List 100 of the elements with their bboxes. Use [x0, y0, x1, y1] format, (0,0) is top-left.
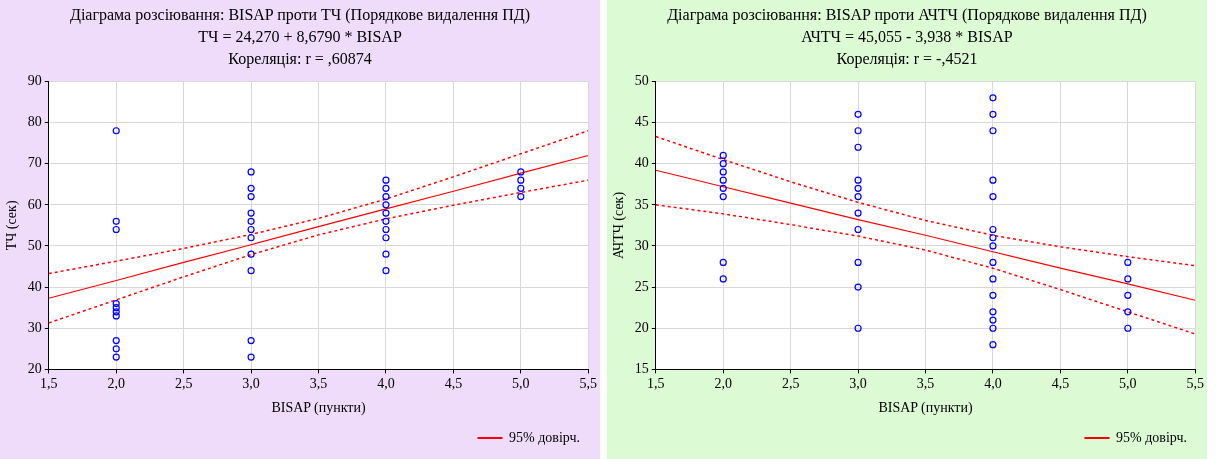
y-axis-title: АЧТЧ (сек): [611, 191, 628, 259]
x-tick-label: 4,5: [1051, 376, 1070, 392]
point: [854, 283, 862, 291]
point: [719, 193, 727, 201]
y-tick-label: 15: [634, 361, 649, 377]
point: [112, 312, 120, 320]
point: [112, 337, 120, 345]
point: [854, 258, 862, 267]
chart-title: Діаграма розсіювання: BISAP проти АЧТЧ (Порядкове видалення ПД): [666, 5, 1148, 26]
point: [1124, 258, 1132, 267]
point: [247, 225, 255, 234]
point: [382, 225, 390, 234]
y-tick-label: 60: [27, 196, 42, 212]
point: [854, 324, 862, 332]
y-tick-label: 25: [634, 278, 649, 294]
x-tick-label: 2,5: [174, 376, 193, 392]
point: [382, 201, 390, 209]
point: [112, 225, 120, 234]
point: [247, 217, 255, 225]
point: [854, 127, 862, 135]
point: [719, 160, 727, 168]
x-tick-label: 3,5: [916, 376, 935, 392]
point: [382, 193, 390, 201]
x-axis-title: BISAP (пункти): [271, 400, 366, 417]
y-tick-label: 70: [27, 155, 42, 171]
y-tick-label: 20: [27, 361, 42, 377]
point: [517, 193, 525, 201]
chart-subtitle: АЧТЧ = 45,055 - 3,938 * BISAP: [800, 27, 1014, 47]
point: [382, 184, 390, 192]
point: [854, 225, 862, 234]
point: [247, 353, 255, 361]
point: [247, 209, 255, 217]
point: [517, 168, 525, 176]
point: [854, 176, 862, 184]
x-tick-label: 5,0: [512, 376, 530, 392]
point: [989, 258, 997, 267]
point: [719, 275, 727, 283]
point: [854, 143, 862, 151]
point: [382, 250, 390, 258]
x-tick-label: 1,5: [647, 376, 665, 392]
x-tick-label: 2,0: [107, 376, 125, 392]
x-tick-label: 4,5: [444, 376, 463, 392]
point: [989, 234, 997, 242]
point: [382, 217, 390, 225]
text: Кореляція: r = ,60874: [227, 49, 373, 70]
point: [112, 308, 120, 316]
y-tick-label: 80: [27, 114, 42, 130]
point: [719, 176, 727, 184]
y-tick-label: 30: [634, 237, 649, 253]
y-tick-label: 40: [634, 155, 649, 171]
point: [989, 242, 997, 250]
point: [989, 308, 997, 316]
point: [112, 304, 120, 312]
y-tick-label: 30: [27, 319, 42, 335]
point: [382, 267, 390, 275]
x-tick-label: 2,5: [781, 376, 800, 392]
point: [112, 345, 120, 353]
line-series: [655, 135, 1196, 267]
point: [989, 275, 997, 283]
x-tick-label: 3,5: [309, 376, 328, 392]
point: [382, 234, 390, 242]
text: Кореляція: r = -,4521: [835, 49, 979, 70]
point: [989, 324, 997, 332]
chart-title: Діаграма розсіювання: BISAP проти ТЧ (Порядкове видалення ПД): [68, 5, 531, 26]
chart-subtitle: ТЧ = 24,270 + 8,6790 * BISAP: [197, 27, 403, 47]
y-tick-label: 20: [634, 319, 649, 335]
point: [719, 184, 727, 192]
x-tick-label: 2,0: [714, 376, 732, 392]
point: [989, 316, 997, 324]
point: [112, 299, 120, 308]
y-tick-label: 90: [27, 73, 42, 89]
point: [719, 258, 727, 267]
point: [989, 193, 997, 201]
point: [854, 184, 862, 192]
point: [989, 110, 997, 118]
point: [382, 209, 390, 217]
point: [247, 168, 255, 176]
point: [112, 127, 120, 135]
point: [989, 127, 997, 135]
point: [719, 168, 727, 176]
y-tick-label: 45: [634, 114, 649, 130]
point: [247, 267, 255, 275]
x-tick-label: 4,0: [984, 376, 1002, 392]
point: [247, 234, 255, 242]
y-axis-title: ТЧ (сек): [4, 200, 21, 251]
point: [247, 337, 255, 345]
point: [1124, 275, 1132, 283]
point: [989, 176, 997, 184]
point: [989, 291, 997, 299]
point: [854, 110, 862, 118]
y-tick-label: 35: [634, 196, 649, 212]
line-series: [655, 204, 1196, 335]
x-tick-label: 1,5: [40, 376, 58, 392]
point: [989, 225, 997, 234]
legend-label: 95% довірч.: [509, 429, 581, 445]
y-tick-label: 40: [27, 278, 42, 294]
point: [1124, 324, 1132, 332]
point: [112, 217, 120, 225]
point: [854, 209, 862, 217]
point: [1124, 308, 1132, 316]
